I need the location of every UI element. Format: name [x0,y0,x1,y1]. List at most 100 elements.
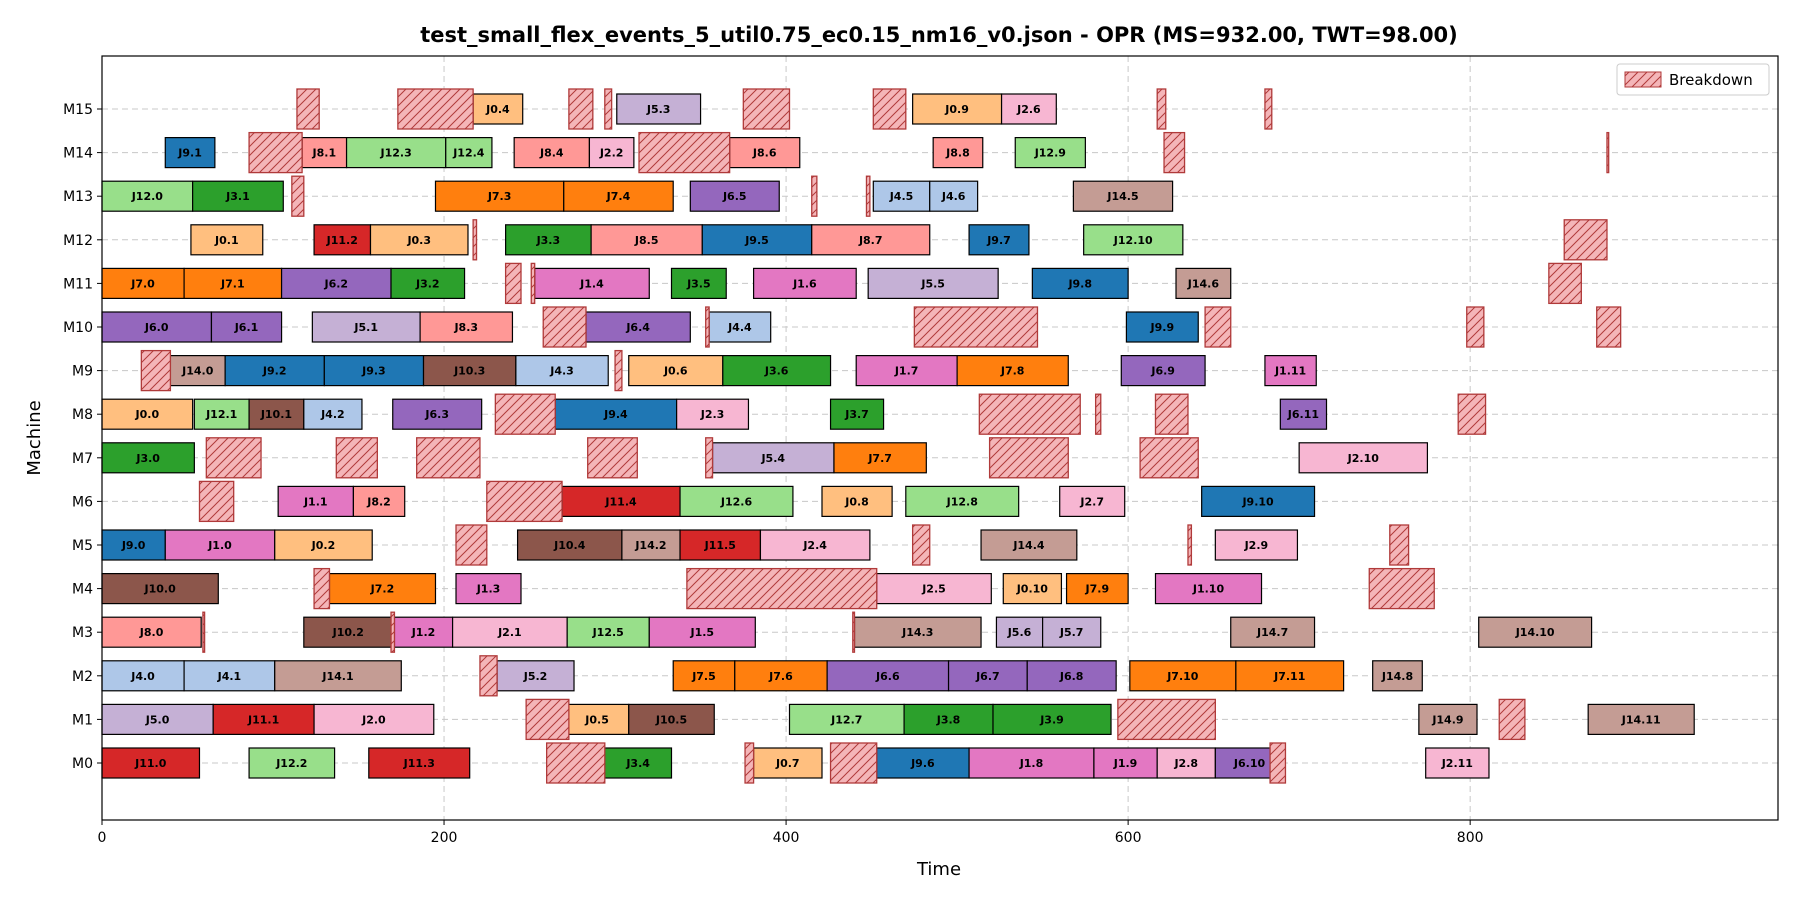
operation-label: J12.0 [131,190,164,203]
operation-bar [313,703,435,736]
operation-bar [248,747,336,779]
operation-j3-9: J3.9 [992,703,1112,736]
operation-j0-1: J0.1 [190,224,264,256]
operation-bar [1072,180,1174,212]
breakdown-block [978,393,1081,435]
operation-j1-9: J1.9 [1093,747,1158,779]
operation-bar [190,224,264,256]
operation-bar [392,398,483,430]
operation-label: J14.0 [181,365,214,378]
operation-label: J9.10 [1241,495,1274,508]
operation-bar [903,703,994,736]
operation-label: J2.4 [802,539,827,552]
breakdown-block [1466,306,1485,348]
operation-label: J3.8 [936,713,961,726]
operation-label: J8.0 [139,626,164,639]
operation-bar [561,485,681,517]
operation-label: J5.1 [353,321,378,334]
operation-label: J10.0 [144,583,177,596]
operation-j0-5: J0.5 [564,703,630,736]
breakdown-block [472,219,478,261]
breakdown-block [1154,393,1189,435]
operation-j4-1: J4.1 [183,660,276,692]
operation-label: J2.1 [497,626,522,639]
operation-bar [980,529,1078,561]
y-tick-label-m0: M0 [72,756,93,772]
operation-label: J9.7 [986,234,1011,247]
breakdown-block [587,437,638,479]
operation-bar [905,485,1020,517]
operation-j14-6: J14.6 [1175,267,1232,299]
operation-bar [1235,660,1345,692]
operation-label: J2.10 [1347,452,1380,465]
operation-label: J2.11 [1441,757,1473,770]
operation-bar [368,747,471,779]
operation-j7-1: J7.1 [183,267,283,299]
operation-j4-6: J4.6 [929,180,979,212]
operation-label: J6.10 [1233,757,1266,770]
operation-j0-4: J0.4 [472,93,524,125]
operation-label: J5.3 [646,103,671,116]
operation-j7-0: J7.0 [101,267,185,299]
operation-bar [313,224,372,256]
operation-j7-6: J7.6 [734,660,828,692]
operation-label: J9.1 [177,147,202,160]
operation-j9-6: J9.6 [876,747,970,779]
operation-label: J4.3 [549,365,574,378]
operation-label: J12.2 [275,757,307,770]
operation-label: J6.3 [424,408,449,421]
operation-bar [590,224,703,256]
operation-bar [554,398,678,430]
operation-label: J12.7 [830,713,862,726]
operation-label: J1.6 [792,277,817,290]
operation-label: J0.10 [1016,583,1049,596]
operation-j0-3: J0.3 [369,224,469,256]
breakdown-block [248,131,303,174]
operation-bar [676,398,750,430]
operations-layer: J11.0 J12.2 J11.3 J3.4 J0.7 J9.6 J1.8 J1.9 J2.8 J… [101,93,1695,779]
operation-j8-4: J8.4 [513,137,591,169]
operation-label: J8.6 [752,147,777,160]
breakdown-block [1156,88,1167,130]
operation-label: J11.2 [326,234,358,247]
operation-label: J1.9 [1113,757,1138,770]
operation-j8-7: J8.7 [811,224,931,256]
operation-bar [1120,355,1206,387]
operation-bar [1026,660,1117,692]
operation-bar [648,616,756,648]
operation-j9-10: J9.10 [1201,485,1316,517]
operation-bar [992,703,1112,736]
operation-label: J4.6 [941,190,966,203]
y-tick-label-m7: M7 [72,451,93,467]
breakdown-block [1606,131,1610,174]
operation-label: J1.10 [1192,583,1225,596]
operation-bar [1418,703,1478,736]
breakdown-block [852,611,856,653]
operation-j4-3: J4.3 [515,355,609,387]
operation-j10-4: J10.4 [516,529,623,561]
operation-j1-8: J1.8 [968,747,1095,779]
operation-bar [390,267,466,299]
operation-j9-8: J9.8 [1031,267,1129,299]
operation-label: J9.5 [744,234,769,247]
breakdown-block [1094,393,1102,435]
operation-j7-2: J7.2 [328,572,437,605]
breakdown-block [397,88,474,130]
operation-j14-4: J14.4 [980,529,1078,561]
breakdown-block [604,88,613,130]
operation-bar [1175,267,1232,299]
operation-bar [628,703,715,736]
operation-bar [829,398,885,430]
operation-bar [472,93,524,125]
operation-j12-9: J12.9 [1014,137,1086,169]
operation-bar [826,660,950,692]
operation-label: J9.2 [262,365,287,378]
operation-label: J9.0 [121,539,146,552]
breakdown-block [542,306,587,348]
operation-bar [352,485,406,517]
operation-bar [932,137,984,169]
operation-label: J11.5 [704,539,736,552]
operation-j11-1: J11.1 [212,703,315,736]
operation-label: J7.2 [370,583,395,596]
operation-bar [513,137,591,169]
